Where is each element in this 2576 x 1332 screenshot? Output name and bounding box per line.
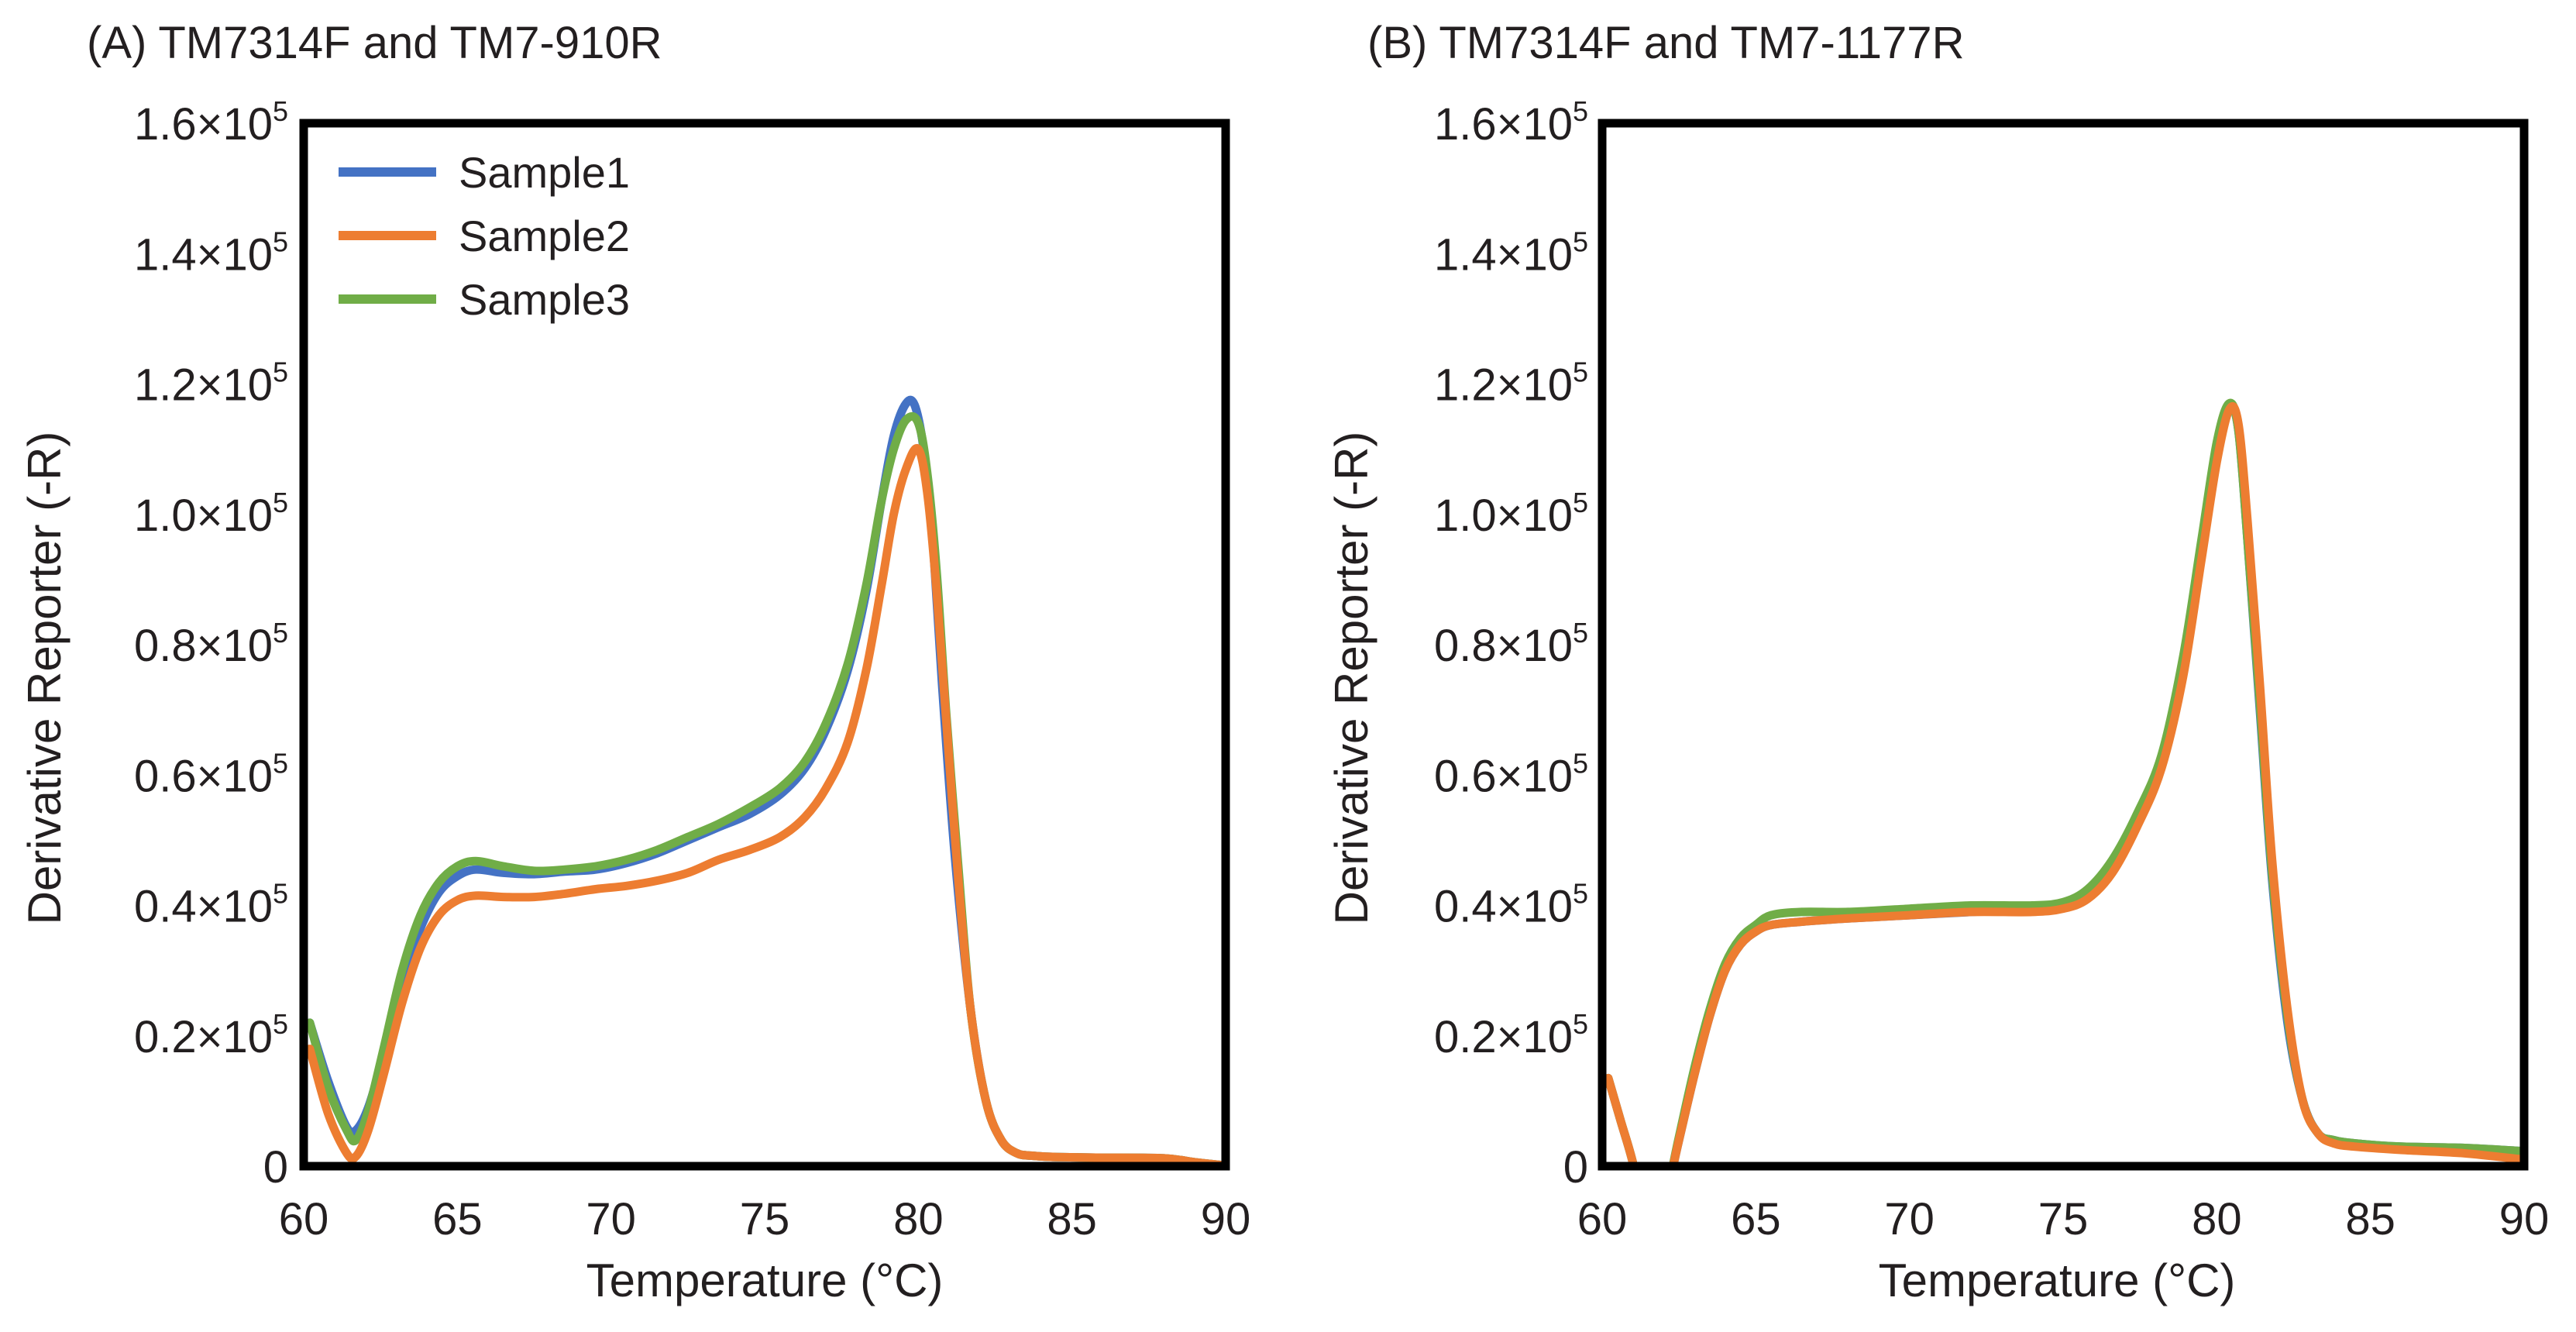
panel-b-x-tick-label: 65	[1731, 1194, 1781, 1244]
panel-a-y-tick-label: 0.8×105	[134, 617, 288, 671]
panel-a-y-tick-label: 1.6×105	[134, 95, 288, 150]
panel-b-y-tick-label: 0.4×105	[1434, 878, 1588, 932]
panel-a-y-axis-label: Derivative Reporter (-R)	[19, 432, 71, 925]
panel-a-series	[305, 395, 1226, 1166]
legend-label-sample2: Sample2	[459, 212, 630, 260]
panel-a-legend: Sample1 Sample2 Sample3	[339, 148, 630, 324]
panel-b-y-tick-labels: 0 0.2×105 0.4×105 0.6×105 0.8×105 1.0×105 1.2×…	[1434, 95, 1588, 1193]
panel-b-y-tick-label: 0.6×105	[1434, 747, 1588, 801]
panel-b-x-axis-label: Temperature (°C)	[1879, 1255, 2236, 1306]
panel-b-x-tick-label: 70	[1884, 1194, 1935, 1244]
panel-a-x-tick-label: 60	[279, 1194, 329, 1244]
panel-a-y-tick-label: 1.4×105	[134, 225, 288, 280]
panel-b-y-tick-label: 1.4×105	[1434, 225, 1588, 280]
panel-b-plot-frame	[1598, 119, 2529, 1171]
panel-a-y-tick-label: 1.2×105	[134, 356, 288, 411]
panel-a-y-tick-label: 0.4×105	[134, 878, 288, 932]
panel-b-y-tick-label: 0	[1563, 1142, 1588, 1193]
panel-b-title: (B) TM7314F and TM7-1177R	[1367, 18, 1964, 68]
panel-a: (A) TM7314F and TM7-910R Derivative Repo…	[19, 18, 1250, 1306]
panel-b-y-tick-label: 1.0×105	[1434, 487, 1588, 541]
panel-a-y-tick-label: 0.6×105	[134, 747, 288, 801]
panel-b-y-axis-label: Derivative Reporter (-R)	[1326, 432, 1377, 925]
panel-a-x-axis-label: Temperature (°C)	[586, 1255, 944, 1306]
panel-b-x-tick-label: 90	[2499, 1194, 2550, 1244]
panel-b-y-tick-label: 0.2×105	[1434, 1008, 1588, 1062]
panel-b-y-tick-label: 1.6×105	[1434, 95, 1588, 150]
panel-b-x-tick-label: 60	[1577, 1194, 1628, 1244]
panel-b-series	[1604, 398, 2524, 1166]
legend-label-sample1: Sample1	[459, 148, 630, 197]
panel-a-title: (A) TM7314F and TM7-910R	[87, 18, 662, 68]
panel-a-series-sample2-line	[305, 444, 1226, 1166]
panel-a-y-tick-label: 1.0×105	[134, 487, 288, 541]
panel-b-x-tick-label: 85	[2345, 1194, 2395, 1244]
panel-a-x-tick-label: 80	[893, 1194, 944, 1244]
panel-a-x-tick-label: 65	[432, 1194, 483, 1244]
panel-b-x-tick-labels: 60 65 70 75 80 85 90	[1577, 1194, 2550, 1244]
panel-a-y-tick-label: 0	[263, 1142, 288, 1193]
panel-a-x-tick-label: 85	[1047, 1194, 1097, 1244]
panel-b-y-tick-label: 0.8×105	[1434, 617, 1588, 671]
panel-a-x-tick-label: 90	[1201, 1194, 1251, 1244]
panel-b-series-sample2-line	[1604, 401, 2524, 1166]
panel-a-x-tick-labels: 60 65 70 75 80 85 90	[279, 1194, 1251, 1244]
panel-a-plot-frame	[299, 119, 1230, 1171]
panel-b: (B) TM7314F and TM7-1177R Derivative Rep…	[1326, 18, 2549, 1306]
panel-b-x-tick-label: 80	[2192, 1194, 2242, 1244]
panel-a-y-tick-labels: 0 0.2×105 0.4×105 0.6×105 0.8×105 1.0×105 1.2×…	[134, 95, 288, 1193]
legend-label-sample3: Sample3	[459, 275, 630, 324]
panel-a-x-tick-label: 75	[740, 1194, 790, 1244]
panel-a-x-tick-label: 70	[586, 1194, 636, 1244]
panel-a-y-tick-label: 0.2×105	[134, 1008, 288, 1062]
panel-b-x-tick-label: 75	[2038, 1194, 2089, 1244]
panel-b-y-tick-label: 1.2×105	[1434, 356, 1588, 411]
